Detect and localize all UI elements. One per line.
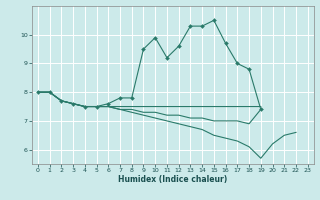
X-axis label: Humidex (Indice chaleur): Humidex (Indice chaleur)	[118, 175, 228, 184]
